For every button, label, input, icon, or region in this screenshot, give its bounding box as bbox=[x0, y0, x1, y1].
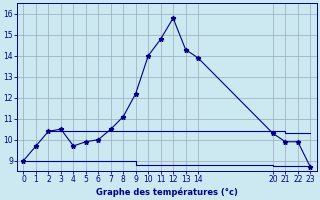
X-axis label: Graphe des températures (°c): Graphe des températures (°c) bbox=[96, 187, 238, 197]
